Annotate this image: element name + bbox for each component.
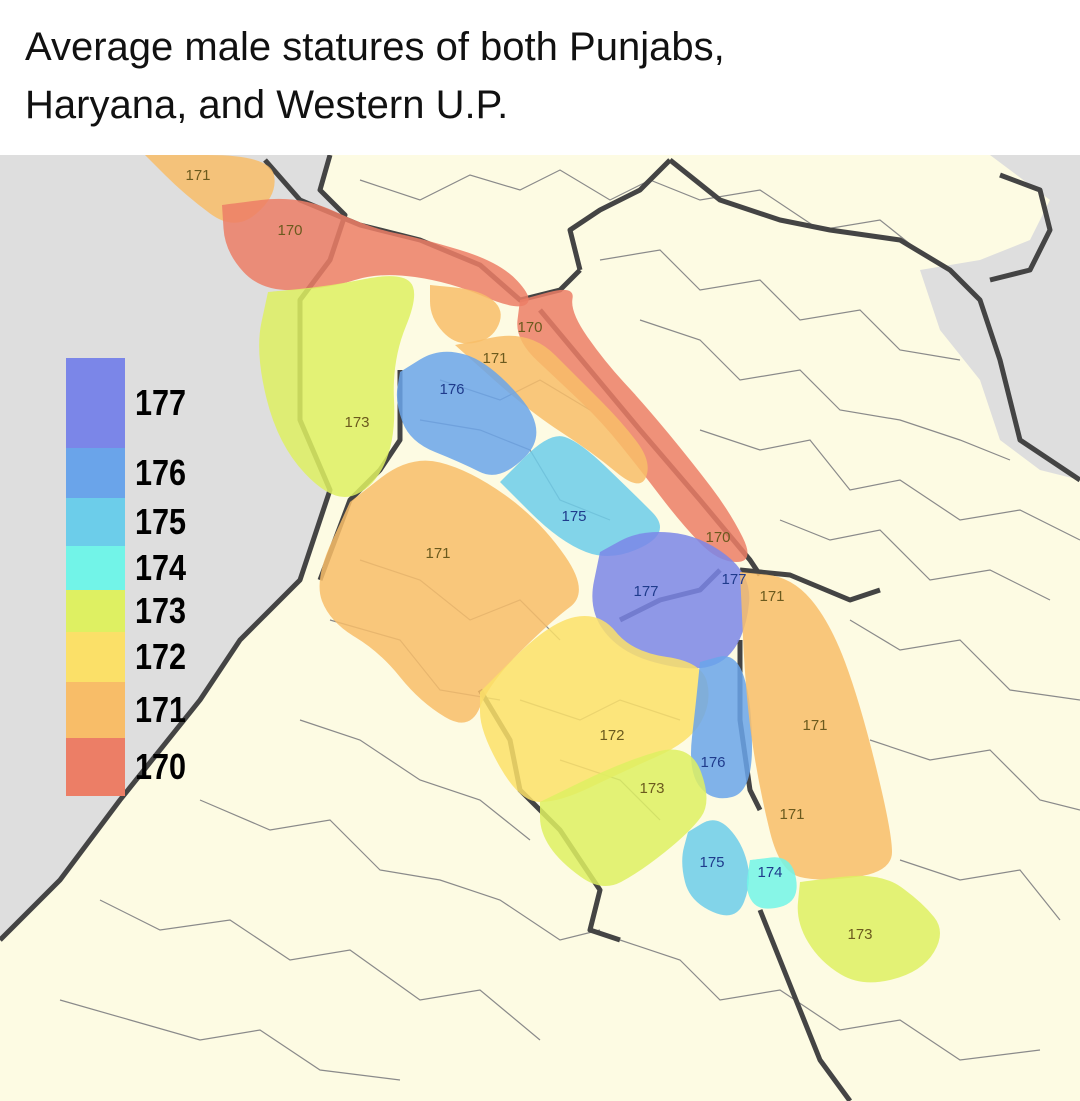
region-177 xyxy=(592,532,750,669)
legend-swatch xyxy=(66,448,125,498)
legend-item-172: 172 xyxy=(66,632,195,682)
district-line xyxy=(59,999,401,1081)
outside-area-northeast xyxy=(920,155,1080,480)
legend-swatch xyxy=(66,498,125,546)
region-label: 171 xyxy=(482,350,507,367)
region-label: 174 xyxy=(757,864,782,881)
border-line xyxy=(739,567,881,603)
region-label: 171 xyxy=(185,167,210,184)
region-170 xyxy=(517,289,748,562)
region-label: 172 xyxy=(599,727,624,744)
region-175 xyxy=(500,436,660,556)
region-170 xyxy=(222,198,529,307)
region-173 xyxy=(259,276,415,498)
legend-item-171: 171 xyxy=(66,682,195,738)
stature-map: 1711701701731711761751771771711721761711… xyxy=(0,155,1080,1101)
region-176 xyxy=(396,351,537,475)
district-line xyxy=(619,939,1041,1061)
region-176 xyxy=(691,656,752,799)
region-171 xyxy=(455,335,648,484)
district-line xyxy=(639,319,1011,461)
region-173 xyxy=(797,875,940,983)
region-label: 170 xyxy=(277,222,302,239)
legend-swatch xyxy=(66,682,125,738)
legend-item-174: 174 xyxy=(66,546,195,590)
legend-item-170: 170 xyxy=(66,738,195,796)
region-label: 171 xyxy=(425,545,450,562)
district-line xyxy=(869,739,1080,811)
region-label: 173 xyxy=(344,414,369,431)
border-line xyxy=(989,172,1053,283)
region-label: 176 xyxy=(700,754,725,771)
legend-swatch xyxy=(66,738,125,796)
map-title: Average male statures of both Punjabs, Ha… xyxy=(25,25,725,127)
district-line xyxy=(199,799,601,941)
region-label: 170 xyxy=(705,529,730,546)
region-label: 170 xyxy=(517,319,542,336)
legend-item-177: 177 xyxy=(66,358,195,448)
region-label: 177 xyxy=(721,571,746,588)
region-171 xyxy=(740,572,892,880)
legend-label: 170 xyxy=(135,746,187,787)
region-171 xyxy=(430,285,501,344)
region-171 xyxy=(319,460,579,723)
district-line xyxy=(699,429,1080,541)
legend-item-173: 173 xyxy=(66,590,195,632)
legend: 177 176 175 174 173 172 171 170 xyxy=(66,358,195,796)
region-label: 171 xyxy=(802,717,827,734)
legend-swatch xyxy=(66,632,125,682)
legend-swatch xyxy=(66,546,125,590)
district-line xyxy=(899,859,1061,921)
region-label: 171 xyxy=(759,588,784,605)
district-line xyxy=(599,249,961,361)
region-173 xyxy=(540,749,707,886)
legend-swatch xyxy=(66,590,125,632)
district-line xyxy=(299,719,531,841)
legend-label: 174 xyxy=(135,547,187,588)
legend-label: 176 xyxy=(135,452,187,493)
legend-label: 177 xyxy=(135,382,187,423)
legend-item-176: 176 xyxy=(66,448,195,498)
legend-label: 175 xyxy=(135,501,187,542)
region-175 xyxy=(682,820,749,916)
border-line xyxy=(757,909,853,1101)
legend-label: 172 xyxy=(135,636,187,677)
border-line xyxy=(668,158,1080,483)
stature-regions xyxy=(145,155,940,983)
region-label: 175 xyxy=(699,854,724,871)
region-label: 173 xyxy=(639,780,664,797)
region-174 xyxy=(746,857,797,909)
district-line xyxy=(849,619,1080,701)
legend-item-175: 175 xyxy=(66,498,195,546)
region-label: 175 xyxy=(561,508,586,525)
border-line xyxy=(567,158,672,271)
legend-label: 173 xyxy=(135,590,187,631)
region-label: 176 xyxy=(439,381,464,398)
region-labels: 171 170 170 173 171 176 175 177 177 171 172 176 171 1… xyxy=(185,167,872,943)
region-label: 173 xyxy=(847,926,872,943)
district-line xyxy=(99,899,541,1041)
region-label: 171 xyxy=(779,806,804,823)
legend-swatch xyxy=(66,358,125,448)
district-line xyxy=(779,519,1051,601)
region-label: 177 xyxy=(633,583,658,600)
legend-label: 171 xyxy=(135,689,187,730)
